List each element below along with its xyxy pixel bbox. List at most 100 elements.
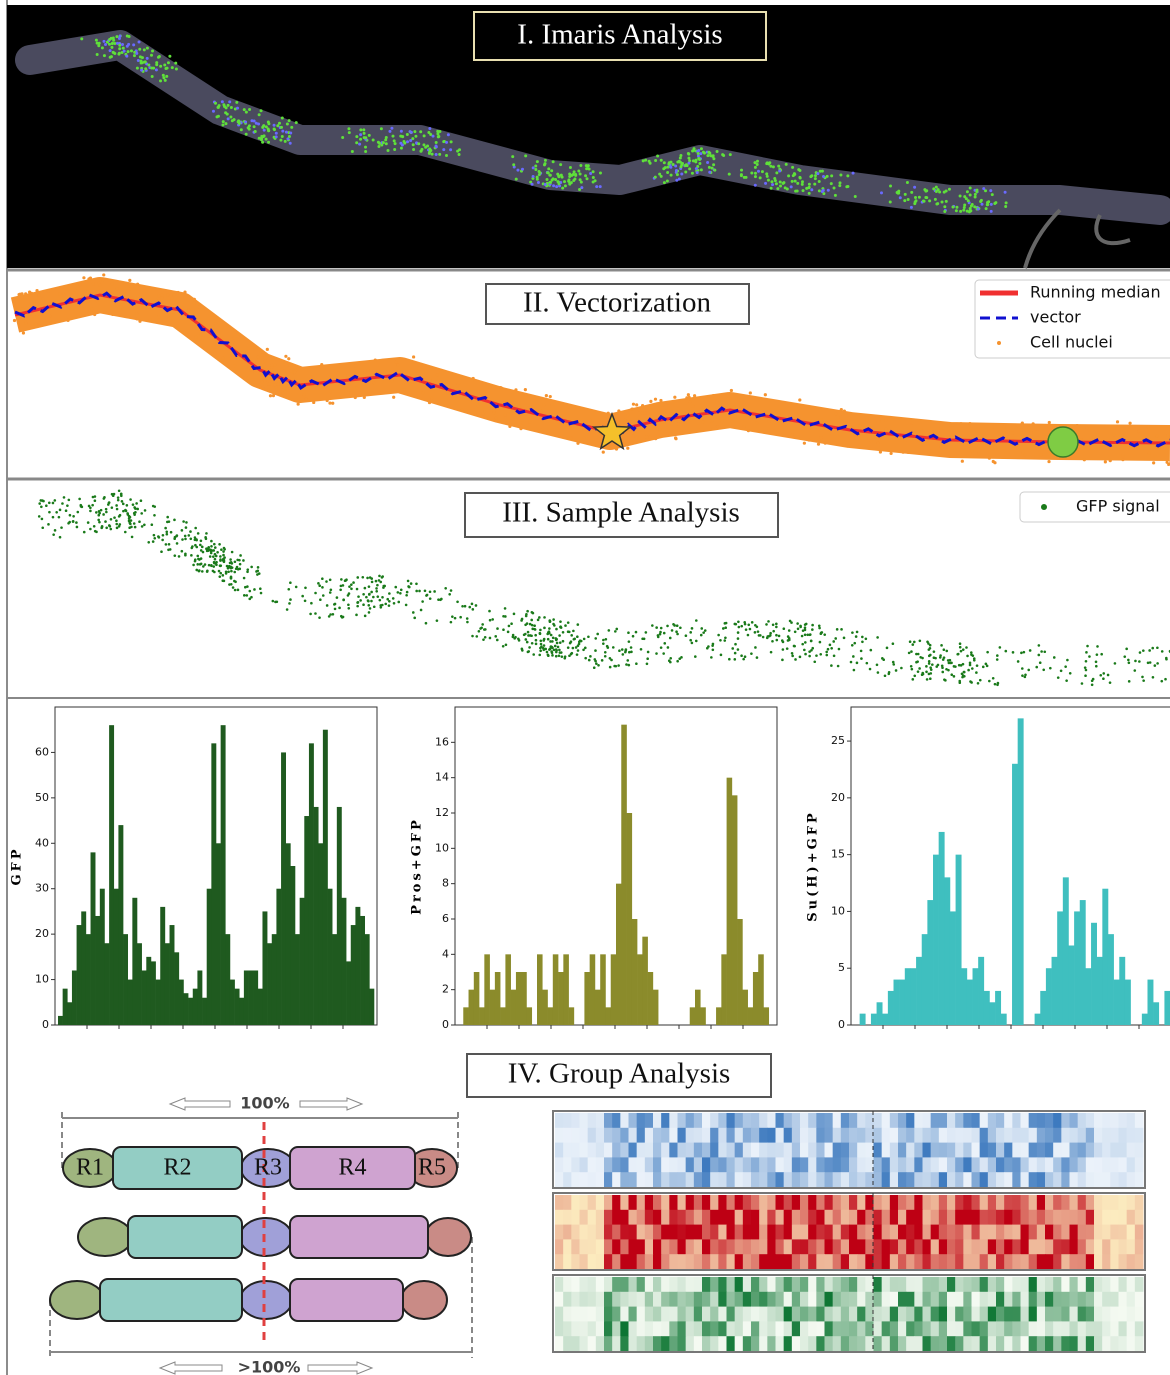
fluorescence-dot bbox=[132, 43, 135, 46]
gfp-dot bbox=[1147, 662, 1150, 665]
gfp-dot bbox=[559, 641, 562, 644]
heat-cell bbox=[596, 1336, 605, 1351]
bar bbox=[137, 943, 142, 1025]
gfp-dot bbox=[531, 642, 534, 645]
heat-cell bbox=[612, 1113, 621, 1128]
heat-cell bbox=[735, 1254, 744, 1269]
bar bbox=[1108, 934, 1114, 1025]
heat-cell bbox=[588, 1172, 597, 1187]
gfp-dot bbox=[368, 593, 371, 596]
gfp-dot bbox=[832, 640, 835, 643]
bar bbox=[188, 998, 193, 1025]
gfp-dot bbox=[568, 631, 571, 634]
heat-cell bbox=[857, 1239, 866, 1254]
gut-region bbox=[50, 1281, 104, 1319]
heat-cell bbox=[784, 1336, 793, 1351]
bar bbox=[1119, 957, 1125, 1025]
gfp-dot bbox=[913, 641, 916, 644]
gfp-dot bbox=[429, 597, 432, 600]
cell-nucleus bbox=[344, 389, 347, 392]
gfp-dot bbox=[582, 648, 585, 651]
fluorescence-dot bbox=[554, 178, 557, 181]
heat-cell bbox=[1029, 1225, 1038, 1240]
heat-cell bbox=[1086, 1172, 1095, 1187]
cell-nucleus bbox=[733, 405, 736, 408]
gfp-dot bbox=[58, 516, 61, 519]
cell-nucleus bbox=[638, 408, 641, 411]
gfp-dot bbox=[379, 599, 382, 602]
cell-nucleus bbox=[635, 435, 638, 438]
cell-nucleus bbox=[627, 413, 630, 416]
fluorescence-dot bbox=[924, 190, 927, 193]
cell-nucleus bbox=[1003, 425, 1006, 428]
heat-cell bbox=[1021, 1336, 1030, 1351]
heat-cell bbox=[661, 1172, 670, 1187]
gfp-dot bbox=[700, 634, 703, 637]
heat-cell bbox=[1012, 1225, 1021, 1240]
fluorescence-dot bbox=[110, 37, 113, 40]
heat-cell bbox=[1078, 1143, 1087, 1158]
heat-cell bbox=[792, 1143, 801, 1158]
heat-cell bbox=[669, 1239, 678, 1254]
gfp-dot bbox=[852, 655, 855, 658]
heat-cell bbox=[980, 1225, 989, 1240]
bar bbox=[290, 866, 295, 1025]
fluorescence-dot bbox=[236, 107, 239, 110]
gfp-dot bbox=[1035, 666, 1038, 669]
fluorescence-dot bbox=[771, 183, 774, 186]
cell-nucleus bbox=[1152, 446, 1155, 449]
gfp-dot bbox=[886, 647, 889, 650]
fluorescence-dot bbox=[918, 196, 921, 199]
heat-cell bbox=[735, 1225, 744, 1240]
gut-diagram bbox=[50, 1098, 472, 1374]
heat-cell bbox=[678, 1307, 687, 1322]
gfp-dot bbox=[749, 628, 752, 631]
bar bbox=[1097, 957, 1103, 1025]
gfp-dot bbox=[772, 630, 775, 633]
heat-cell bbox=[759, 1292, 768, 1307]
cell-nucleus bbox=[155, 299, 158, 302]
gfp-dot bbox=[929, 644, 932, 647]
fluorescence-dot bbox=[660, 159, 663, 162]
heat-cell bbox=[923, 1321, 932, 1336]
heat-cell bbox=[996, 1254, 1005, 1269]
bar bbox=[882, 1014, 888, 1025]
fluorescence-dot bbox=[684, 170, 687, 173]
cell-nucleus bbox=[959, 422, 962, 425]
cell-nucleus bbox=[596, 432, 599, 435]
heat-cell bbox=[931, 1210, 940, 1225]
gfp-dot bbox=[539, 629, 542, 632]
gfp-dot bbox=[856, 631, 859, 634]
cell-nucleus bbox=[92, 282, 95, 285]
heat-cell bbox=[792, 1225, 801, 1240]
fluorescence-dot bbox=[151, 49, 154, 52]
fluorescence-dot bbox=[214, 102, 217, 105]
cell-nucleus bbox=[884, 428, 887, 431]
gfp-dot bbox=[185, 521, 188, 524]
gfp-dot bbox=[397, 601, 400, 604]
gfp-dot bbox=[464, 605, 467, 608]
fluorescence-dot bbox=[289, 132, 292, 135]
fluorescence-dot bbox=[675, 169, 678, 172]
fluorescence-dot bbox=[706, 154, 709, 157]
gfp-dot bbox=[804, 626, 807, 629]
gfp-dot bbox=[208, 564, 211, 567]
heat-cell bbox=[669, 1172, 678, 1187]
heat-cell bbox=[955, 1113, 964, 1128]
heat-cell bbox=[555, 1225, 564, 1240]
gfp-dot bbox=[559, 620, 562, 623]
heat-cell bbox=[694, 1292, 703, 1307]
gfp-dot bbox=[342, 599, 345, 602]
cell-nucleus bbox=[1036, 436, 1039, 439]
gfp-dot bbox=[1069, 672, 1072, 675]
gfp-dot bbox=[535, 643, 538, 646]
bar bbox=[249, 970, 254, 1025]
fluorescence-dot bbox=[821, 170, 824, 173]
heat-cell bbox=[629, 1321, 638, 1336]
gfp-dot bbox=[908, 652, 911, 655]
heat-cell bbox=[661, 1336, 670, 1351]
gfp-dot bbox=[588, 659, 591, 662]
heat-cell bbox=[629, 1254, 638, 1269]
cell-nucleus bbox=[283, 369, 286, 372]
bar bbox=[174, 952, 179, 1025]
